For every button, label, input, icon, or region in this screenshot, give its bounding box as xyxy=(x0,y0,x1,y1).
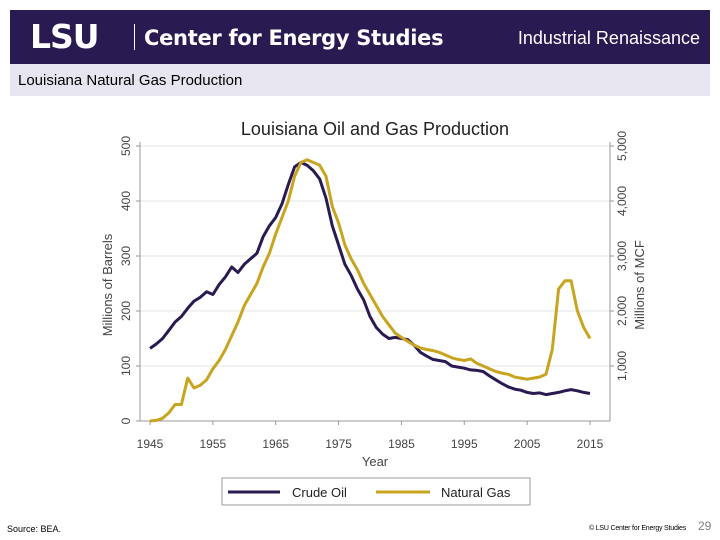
series-line-natural-gas xyxy=(149,158,592,423)
y-right-tick-label: 5,000 xyxy=(615,131,629,161)
chart-axes xyxy=(139,142,611,422)
source-note: Source: BEA. xyxy=(7,524,62,534)
y-left-tick-label: 100 xyxy=(119,356,133,376)
legend-label-natural-gas: Natural Gas xyxy=(441,485,511,500)
y-left-tick-label: 400 xyxy=(119,191,133,211)
y-left-tick-label: 500 xyxy=(119,136,133,156)
x-tick-label: 1955 xyxy=(200,437,227,451)
y-left-tick-label: 200 xyxy=(119,301,133,321)
x-tick-label: 1965 xyxy=(262,437,289,451)
x-axis-label: Year xyxy=(362,454,389,469)
footer-copyright: © LSU Center for Energy Studies xyxy=(589,525,687,532)
subtitle-bar: Louisiana Natural Gas Production xyxy=(10,64,710,96)
chart-title: Louisiana Oil and Gas Production xyxy=(241,119,509,139)
y-right-tick-label: 1,000 xyxy=(615,351,629,381)
y-right-tick-label: 3,000 xyxy=(615,241,629,271)
slide-number: 29 xyxy=(698,519,712,533)
y-left-tick-label: 300 xyxy=(119,246,133,266)
series-line-crude-oil xyxy=(149,161,591,397)
x-tick-label: 1975 xyxy=(325,437,352,451)
chart-legend: Crude Oil Natural Gas xyxy=(221,477,531,506)
chart-grid xyxy=(140,145,610,422)
legend-label-crude-oil: Crude Oil xyxy=(292,485,347,500)
chart-ticks: 0 100 200 300 400 500 1,000 2,000 3,000 4,000 5,00… xyxy=(119,131,629,451)
y-axis-right-label: Millions of MCF xyxy=(632,240,647,330)
header-bar: LSU Center for Energy Studies Industrial… xyxy=(10,10,710,64)
slide-section-title: Industrial Renaissance xyxy=(517,28,700,48)
x-tick-label: 2005 xyxy=(514,437,541,451)
y-axis-left-label: Millions of Barrels xyxy=(100,233,115,336)
x-tick-label: 1945 xyxy=(137,437,164,451)
lsu-logo: LSU xyxy=(30,17,100,56)
y-right-tick-label: 2,000 xyxy=(615,296,629,326)
y-right-tick-label: 4,000 xyxy=(615,186,629,216)
logo-divider xyxy=(134,24,135,50)
x-tick-label: 2015 xyxy=(577,437,604,451)
y-left-tick-label: 0 xyxy=(119,417,133,424)
x-tick-label: 1995 xyxy=(451,437,478,451)
x-tick-label: 1985 xyxy=(388,437,415,451)
center-name: Center for Energy Studies xyxy=(144,26,444,50)
chart-series xyxy=(149,158,592,423)
slide-subtitle: Louisiana Natural Gas Production xyxy=(18,72,243,89)
